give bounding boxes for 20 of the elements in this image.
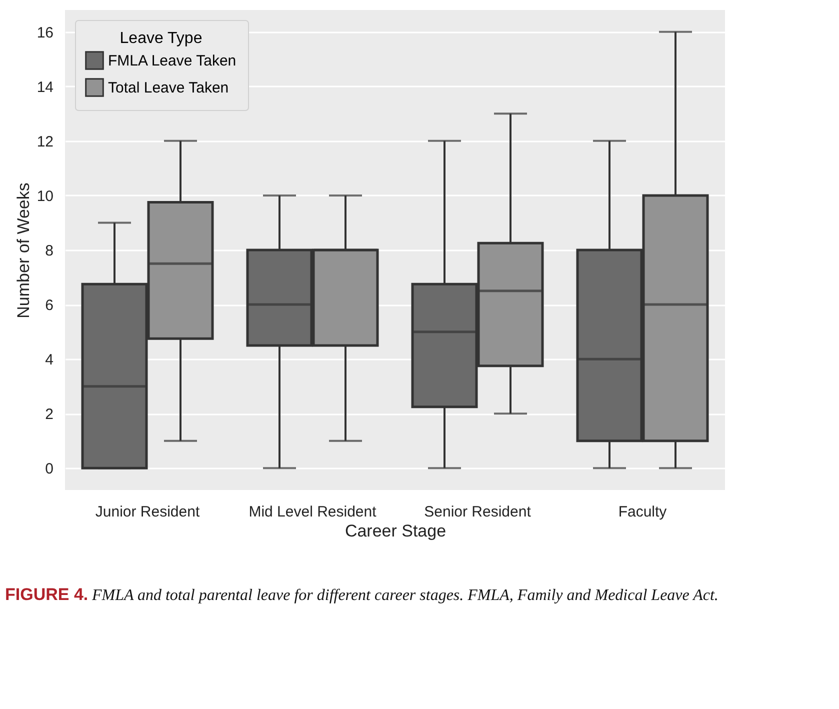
y-tick-label: 12 (36, 133, 54, 150)
y-tick-label: 16 (36, 24, 54, 42)
y-tick-label: 0 (45, 460, 54, 478)
x-tick-label: Senior Resident (424, 504, 532, 520)
x-tick-label: Mid Level Resident (248, 504, 378, 520)
legend-label: Total Leave Taken (108, 80, 229, 96)
text: FMLA and total parental leave for different career stages. FMLA, Family and Medical Leave Act. (91, 587, 718, 604)
x-tick-label: Junior Resident (95, 504, 200, 520)
x-axis-title: Career Stage (344, 522, 446, 540)
legend-label: FMLA Leave Taken (108, 52, 236, 70)
y-tick-label: 2 (45, 406, 54, 424)
y-tick-label: 6 (45, 297, 54, 314)
y-axis-title: Number of Weeks (14, 182, 33, 318)
y-tick-label: 10 (36, 188, 54, 205)
legend-title: Leave Type (120, 30, 202, 47)
y-tick-label: 4 (45, 352, 54, 369)
y-tick-label: 14 (36, 78, 54, 96)
caption: FIGURE 4. (5, 585, 88, 604)
y-tick-label: 8 (45, 242, 54, 260)
x-tick-label: Faculty (618, 504, 668, 520)
